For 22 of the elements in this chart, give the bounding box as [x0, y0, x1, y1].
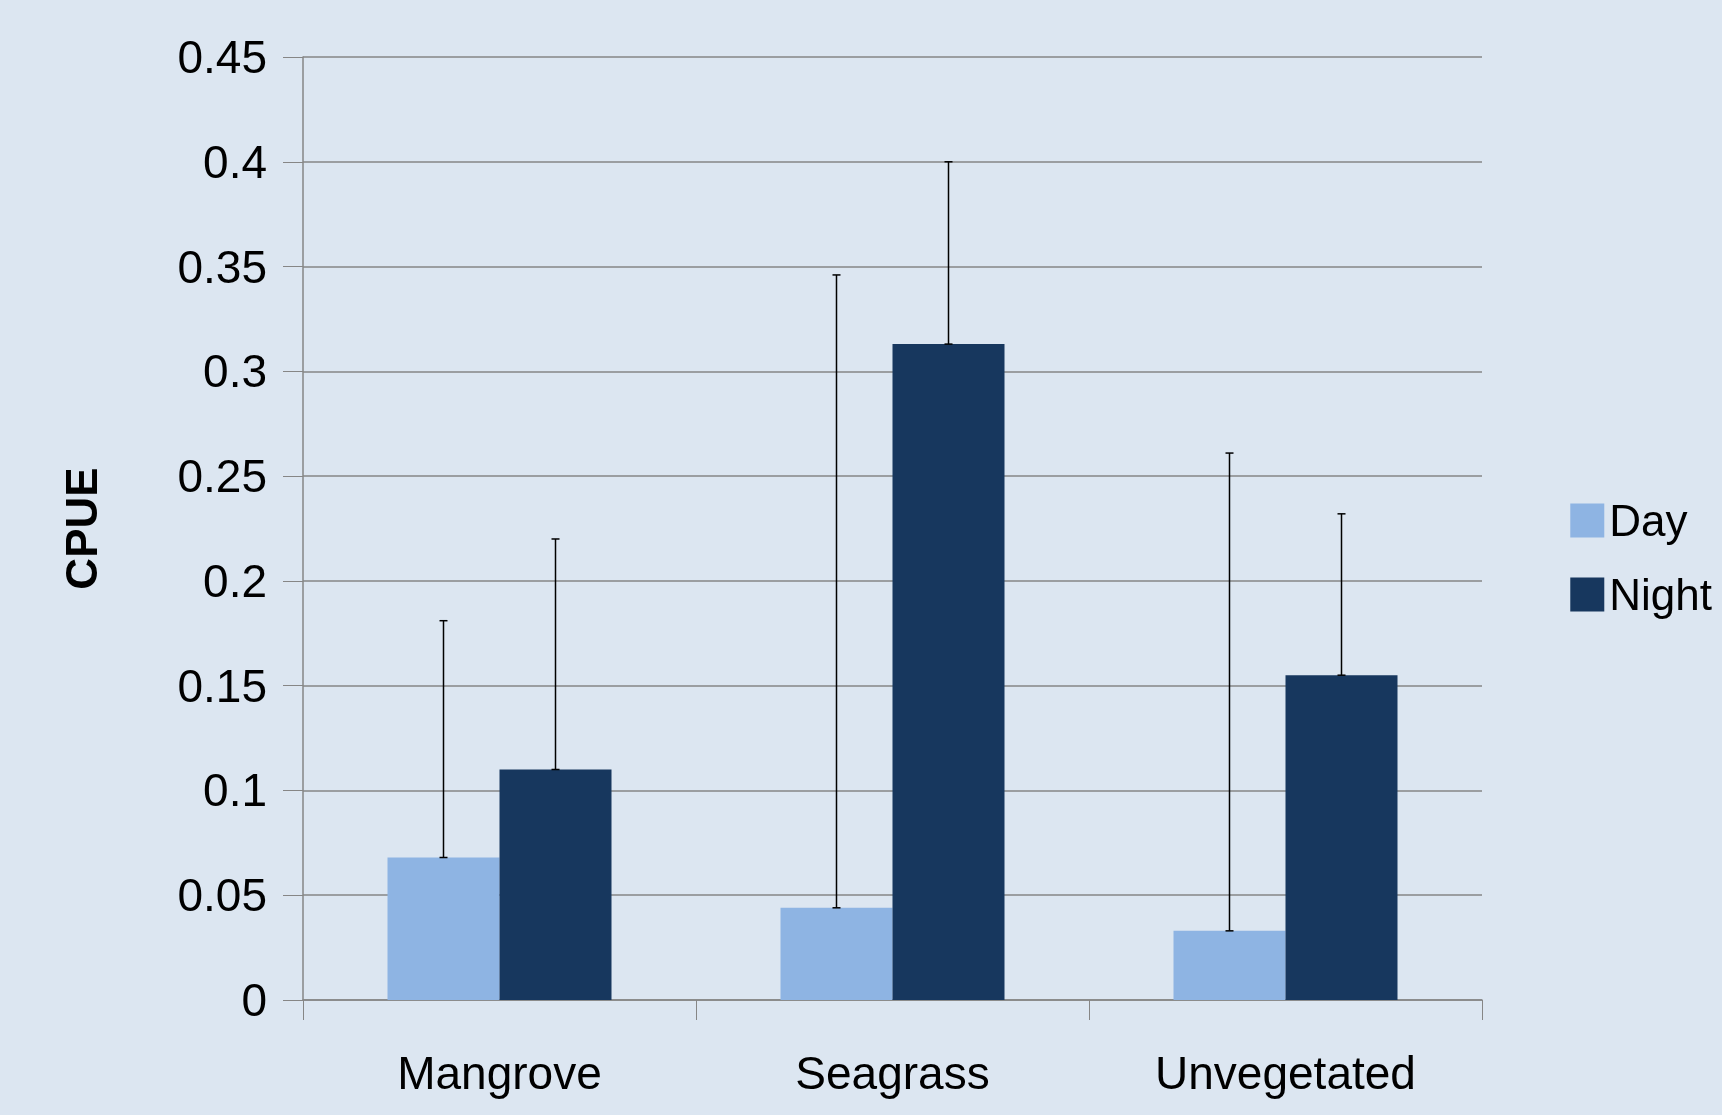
bar: [1285, 675, 1398, 1000]
x-tick-label: Seagrass: [795, 1047, 990, 1099]
bar: [780, 907, 893, 1000]
y-tick-label: 0.05: [177, 869, 267, 922]
y-tick-label: 0.25: [177, 450, 267, 503]
legend-label: Day: [1609, 496, 1688, 545]
y-tick-label: 0.35: [177, 240, 267, 293]
y-tick-label: 0.2: [203, 554, 267, 607]
y-tick-label: 0.1: [203, 764, 267, 817]
y-tick-label: 0.4: [203, 135, 267, 188]
bar: [387, 857, 500, 1000]
y-tick-label: 0.3: [203, 345, 267, 398]
x-tick-label: Unvegetated: [1155, 1047, 1416, 1099]
bar: [1173, 930, 1286, 1000]
y-tick-label: 0.15: [177, 659, 267, 712]
bar: [499, 769, 612, 1000]
y-tick-label: 0: [241, 974, 267, 1026]
bar: [892, 344, 1005, 1000]
y-axis-title: CPUE: [56, 467, 106, 590]
y-tick-label: 0.45: [177, 31, 267, 83]
legend-label: Night: [1609, 570, 1712, 619]
x-tick-label: Mangrove: [397, 1047, 602, 1099]
